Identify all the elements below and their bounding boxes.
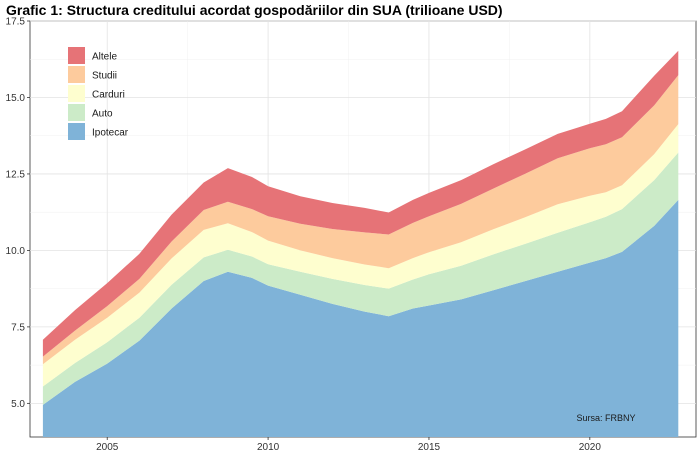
x-tick-label: 2005 bbox=[96, 442, 119, 453]
chart-title: Grafic 1: Structura creditului acordat g… bbox=[6, 2, 503, 18]
legend-swatch-carduri bbox=[68, 85, 85, 102]
y-tick-label: 17.5 bbox=[6, 17, 26, 28]
legend-swatch-auto bbox=[68, 104, 85, 121]
legend-label-ipotecar: Ipotecar bbox=[92, 128, 129, 139]
legend-label-studii: Studii bbox=[92, 71, 117, 82]
legend-swatch-altele bbox=[68, 47, 85, 64]
legend-swatch-studii bbox=[68, 66, 85, 83]
y-tick-label: 7.5 bbox=[11, 322, 25, 333]
y-tick-label: 15.0 bbox=[6, 93, 26, 104]
x-tick-label: 2015 bbox=[418, 442, 441, 453]
legend-label-auto: Auto bbox=[92, 109, 113, 120]
legend: Altele Studii Carduri Auto Ipotecar bbox=[68, 47, 129, 140]
area-ipotecar bbox=[42, 199, 679, 437]
source-label: Sursa: FRBNY bbox=[576, 413, 635, 423]
x-tick-label: 2010 bbox=[257, 442, 280, 453]
legend-label-carduri: Carduri bbox=[92, 90, 125, 101]
legend-swatch-ipotecar bbox=[68, 123, 85, 140]
x-tick-label: 2020 bbox=[579, 442, 602, 453]
axis-layer: 5.0 7.5 10.0 12.5 15.0 17.5 2005 2010 2015 2020 bbox=[6, 17, 602, 454]
area-layer bbox=[42, 50, 679, 437]
legend-label-altele: Altele bbox=[92, 52, 117, 63]
y-tick-label: 12.5 bbox=[6, 169, 26, 180]
y-tick-label: 10.0 bbox=[6, 246, 26, 257]
y-tick-label: 5.0 bbox=[11, 399, 25, 410]
